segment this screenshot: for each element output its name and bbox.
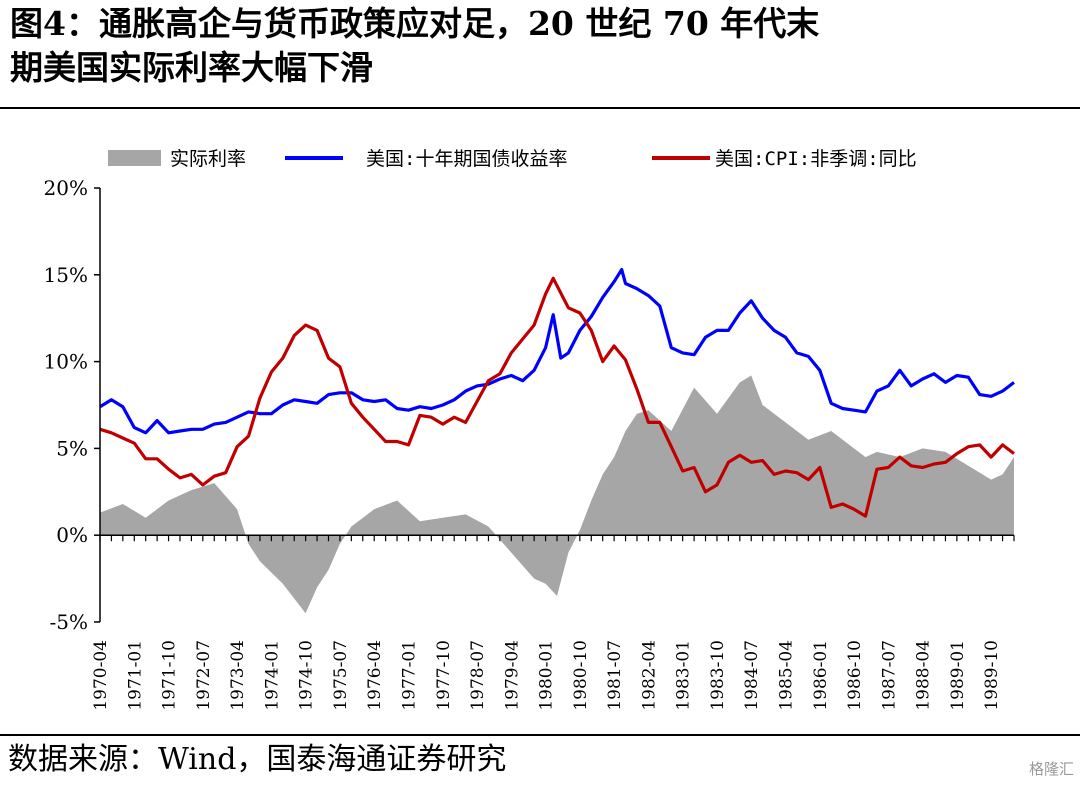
area-layer: [100, 375, 1014, 614]
x-tick-label: 1988-04: [914, 640, 934, 711]
watermark: 格隆汇: [1028, 760, 1074, 778]
y-tick-label: 10%: [44, 350, 88, 374]
legend-label-0: 实际利率: [170, 148, 246, 170]
x-tick-label: 1971-10: [160, 640, 180, 711]
legend-swatch-0: [108, 150, 161, 166]
series-0-area: [100, 375, 1014, 614]
legend-label-1: 美国:十年期国债收益率: [366, 148, 567, 170]
x-tick-label: 1986-10: [845, 640, 865, 711]
axes: 20% 15% 10% 5% 0% -5%1970-04 1971-01 1971-10 197…: [44, 176, 1015, 711]
y-tick-label: 0%: [56, 523, 88, 547]
x-tick-label: 1979-04: [502, 640, 522, 711]
x-tick-label: 1978-07: [468, 640, 488, 711]
x-tick-label: 1989-10: [982, 640, 1002, 711]
x-tick-label: 1983-10: [708, 640, 728, 711]
x-tick-label: 1977-10: [434, 640, 454, 711]
x-tick-label: 1975-07: [331, 640, 351, 711]
x-tick-label: 1984-07: [742, 640, 762, 711]
chart-title-line2: 期美国实际利率大幅下滑: [10, 48, 373, 87]
line-layer: [99, 268, 1015, 518]
legend-label-2: 美国:CPI:非季调:同比: [715, 148, 917, 170]
x-tick-label: 1977-01: [400, 640, 420, 711]
x-tick-label: 1980-10: [571, 640, 591, 711]
x-tick-label: 1985-04: [777, 640, 797, 711]
x-tick-label: 1974-01: [262, 640, 282, 711]
y-tick-label: -5%: [50, 610, 89, 634]
x-tick-label: 1976-04: [365, 640, 385, 711]
y-tick-label: 15%: [44, 263, 88, 287]
source-divider: [0, 734, 1080, 736]
legend: 实际利率 美国:十年期国债收益率 美国:CPI:非季调:同比: [108, 148, 917, 170]
x-tick-label: 1970-04: [91, 640, 111, 711]
x-tick-label: 1989-01: [948, 640, 968, 711]
x-tick-label: 1973-04: [228, 640, 248, 711]
x-tick-label: 1972-07: [194, 640, 214, 711]
x-tick-label: 1971-01: [125, 640, 145, 711]
title-divider: [0, 107, 1080, 109]
x-tick-label: 1986-01: [811, 640, 831, 711]
chart-title-line1: 图4：通胀高企与货币政策应对足，20 世纪 70 年代末: [10, 4, 820, 43]
x-tick-label: 1982-04: [639, 640, 659, 711]
y-tick-label: 5%: [56, 436, 88, 460]
y-tick-label: 20%: [44, 176, 88, 200]
x-tick-label: 1987-07: [879, 640, 899, 711]
chart-title: 图4：通胀高企与货币政策应对足，20 世纪 70 年代末 期美国实际利率大幅下滑: [10, 2, 1075, 90]
series-2-line: [99, 276, 1015, 518]
x-tick-label: 1980-01: [537, 640, 557, 711]
source-note: 数据来源：Wind，国泰海通证券研究: [8, 742, 507, 777]
series-1-line: [99, 268, 1015, 435]
x-tick-label: 1974-10: [297, 640, 317, 711]
x-tick-label: 1983-01: [674, 640, 694, 711]
x-tick-label: 1981-07: [605, 640, 625, 711]
